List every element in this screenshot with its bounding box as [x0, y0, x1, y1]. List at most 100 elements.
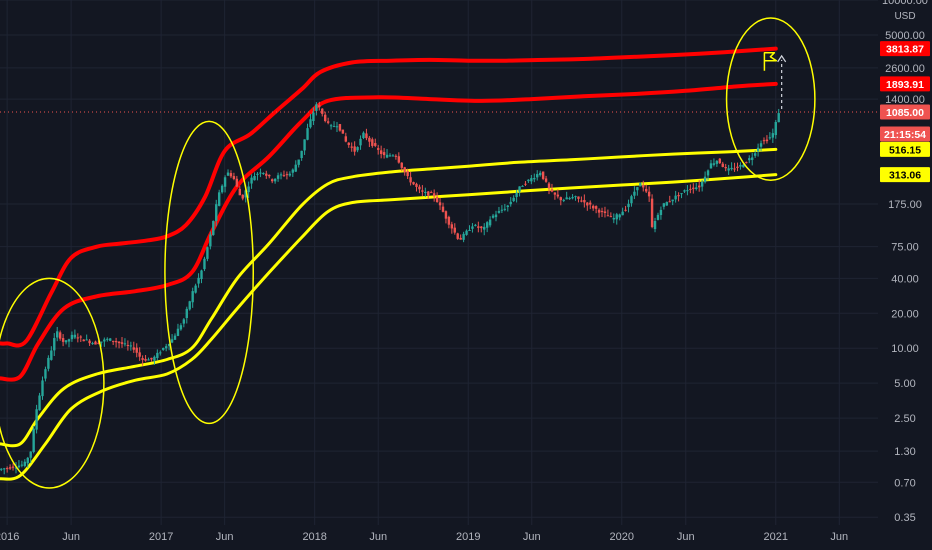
candle-body — [164, 346, 168, 349]
candle-body — [751, 157, 754, 160]
price-badge — [880, 167, 930, 183]
candle-body — [244, 190, 247, 198]
candle-body — [88, 340, 91, 344]
candle-body — [3, 468, 6, 470]
candle-body — [276, 175, 280, 179]
candle-body — [273, 178, 277, 182]
candle-body — [456, 233, 459, 239]
candle-body — [647, 191, 651, 197]
candle-body — [689, 188, 692, 190]
x-tick-label: 2019 — [456, 531, 480, 543]
candle-body — [11, 466, 15, 468]
candle-body — [580, 200, 583, 202]
candle-body — [56, 331, 59, 338]
candle-body — [418, 186, 421, 190]
highlight-ellipse — [164, 120, 255, 425]
candle-body — [138, 352, 141, 357]
candle-body — [41, 380, 44, 397]
candle-body — [344, 136, 348, 142]
candle-body — [659, 209, 663, 216]
candle-body — [226, 172, 230, 176]
highlight-ellipse — [0, 277, 105, 489]
candle-body — [603, 211, 607, 214]
candle-body — [633, 191, 636, 196]
candle-body — [235, 178, 239, 187]
y-tick-label: 10000.00 — [882, 0, 928, 7]
candle-body — [179, 325, 183, 330]
candle-body — [491, 215, 495, 218]
candle-body — [503, 208, 507, 210]
candle-body — [247, 186, 250, 193]
candle-body — [29, 451, 32, 458]
candle-body — [730, 167, 733, 170]
candle-body — [394, 155, 398, 157]
candle-body — [565, 197, 568, 200]
price-axis-background[interactable] — [878, 0, 932, 550]
candle-body — [541, 171, 545, 179]
band-line-1 — [0, 46, 778, 348]
candle-body — [759, 143, 763, 147]
candle-body — [559, 197, 562, 201]
candle-body — [483, 226, 486, 230]
candle-body — [562, 199, 565, 201]
candle-body — [536, 174, 539, 178]
candle-body — [353, 146, 356, 152]
x-tick-label: Jun — [216, 531, 234, 543]
candle-body — [332, 126, 336, 128]
x-tick-label: Jun — [677, 531, 695, 543]
candle-body — [615, 214, 618, 220]
candle-body — [162, 347, 165, 350]
candle-body — [506, 205, 509, 208]
candle-body — [241, 194, 244, 199]
y-tick-label: 1400.00 — [885, 94, 925, 106]
price-axis[interactable]: 10000.00 5000.00 2600.00 1400.00 175.00 75.00… — [882, 0, 928, 524]
candle-body — [191, 291, 194, 303]
candle-body — [618, 214, 621, 218]
y-tick-label: 10.00 — [891, 343, 919, 355]
x-tick-label: 2016 — [0, 531, 19, 543]
candle-body — [117, 341, 121, 344]
candle-body — [379, 150, 383, 154]
candle-body — [109, 338, 112, 341]
candle-body — [259, 172, 262, 174]
candle-body — [671, 199, 674, 202]
candle-body — [630, 196, 633, 204]
candle-body — [111, 340, 115, 342]
price-series — [0, 101, 780, 475]
candle-body — [182, 319, 186, 324]
candle-body — [368, 137, 371, 142]
price-badge — [880, 76, 930, 92]
candle-body — [465, 230, 468, 235]
candle-body — [215, 204, 218, 221]
candle-body — [533, 178, 536, 180]
time-axis[interactable]: 2016 Jun 2017 Jun 2018 Jun 2019 Jun 2020 Jun 2021 J… — [0, 531, 848, 543]
candle-body — [173, 335, 177, 340]
price-badge — [880, 126, 930, 142]
candle-body — [733, 168, 736, 170]
candle-body — [294, 164, 297, 172]
candle-body — [144, 358, 147, 361]
candle-body — [371, 139, 374, 146]
candle-body — [326, 121, 330, 123]
candle-body — [53, 338, 56, 351]
y-tick-label: 5000.00 — [885, 30, 925, 42]
candle-body — [232, 176, 236, 179]
arrow-head-icon — [777, 54, 787, 63]
price-badge-label: 516.15 — [889, 144, 921, 156]
candle-body — [444, 211, 448, 219]
candle-body — [674, 195, 677, 200]
candle-body — [35, 409, 38, 430]
candle-body — [753, 153, 757, 156]
candle-body — [762, 140, 766, 142]
candle-body — [256, 173, 259, 175]
flag-icon — [763, 51, 778, 71]
candle-body — [468, 230, 471, 232]
price-badge-label: 313.06 — [889, 170, 921, 182]
time-axis-background[interactable] — [0, 525, 878, 550]
candle-body — [8, 467, 12, 469]
candle-body — [724, 166, 727, 169]
candle-body — [44, 369, 47, 379]
candle-body — [494, 214, 498, 218]
annotations — [0, 17, 816, 489]
